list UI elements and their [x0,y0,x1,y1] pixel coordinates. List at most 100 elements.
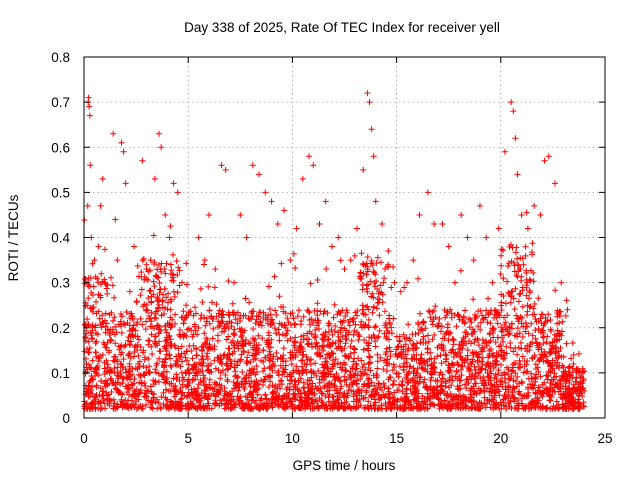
data-point [504,328,511,335]
data-point [188,386,195,393]
data-point [306,153,313,160]
data-point [422,325,429,332]
data-point [95,372,102,379]
data-point [518,211,525,218]
data-point [142,382,149,389]
data-point [456,316,463,323]
data-point [523,267,530,274]
data-point [166,234,173,241]
data-point [255,321,262,328]
data-point [360,311,367,318]
data-point [506,260,513,267]
data-point [291,395,298,402]
data-point [448,382,455,389]
data-point [183,302,190,309]
data-point [449,336,456,343]
data-point [174,374,181,381]
data-point [478,358,485,365]
data-point [389,382,396,389]
data-point [117,390,124,397]
data-point [117,360,124,367]
x-tick-label: 15 [389,431,404,446]
data-point [90,304,97,311]
data-point [503,343,510,350]
data-point [383,367,390,374]
data-point [266,332,273,339]
data-point [197,361,204,368]
data-point [428,361,435,368]
data-point [408,404,415,411]
data-point [381,275,388,282]
data-point [344,309,351,316]
data-point [427,369,434,376]
data-point [137,374,144,381]
data-point [218,319,225,326]
data-point [252,350,259,357]
data-point [580,375,587,382]
data-point [168,341,175,348]
data-point [524,393,531,400]
data-point [98,324,105,331]
data-point [415,405,422,412]
data-point [457,377,464,384]
data-point [379,299,386,306]
data-point [242,393,249,400]
data-point [438,360,445,367]
data-point [150,394,157,401]
data-point [109,282,116,289]
data-point [126,363,133,370]
data-point [537,373,544,380]
data-point [192,310,199,317]
data-point [517,339,524,346]
data-point [177,396,184,403]
data-point [221,351,228,358]
data-point [355,355,362,362]
data-point [312,360,319,367]
data-point [500,351,507,358]
data-point [493,314,500,321]
data-point [532,390,539,397]
data-point [129,315,136,322]
data-point [559,372,566,379]
data-point [172,360,179,367]
data-point [554,320,561,327]
data-point [92,396,99,403]
data-point [140,362,147,369]
data-point [143,318,150,325]
data-point [164,403,171,410]
data-point [162,338,169,345]
data-point [154,266,161,273]
data-point [156,355,163,362]
data-point [463,395,470,402]
data-point [352,309,359,316]
data-point [342,312,349,319]
data-point [280,368,287,375]
data-point [160,291,167,298]
data-point [403,386,410,393]
data-point [112,216,119,223]
data-point [197,368,204,375]
data-point [377,354,384,361]
data-point [485,373,492,380]
data-point [472,380,479,387]
data-point [547,380,554,387]
data-point [289,310,296,317]
data-point [255,341,262,348]
data-point [328,243,335,250]
data-point [194,391,201,398]
data-point [341,392,348,399]
data-point [99,351,106,358]
data-point [476,202,483,209]
data-point [150,377,157,384]
data-point [514,351,521,358]
data-point [543,338,550,345]
data-point [129,325,136,332]
data-point [256,171,263,178]
data-point [147,257,154,264]
data-point [145,295,152,302]
data-point [438,379,445,386]
data-point [350,378,357,385]
data-point [158,268,165,275]
data-point [459,317,466,324]
data-point [97,399,104,406]
